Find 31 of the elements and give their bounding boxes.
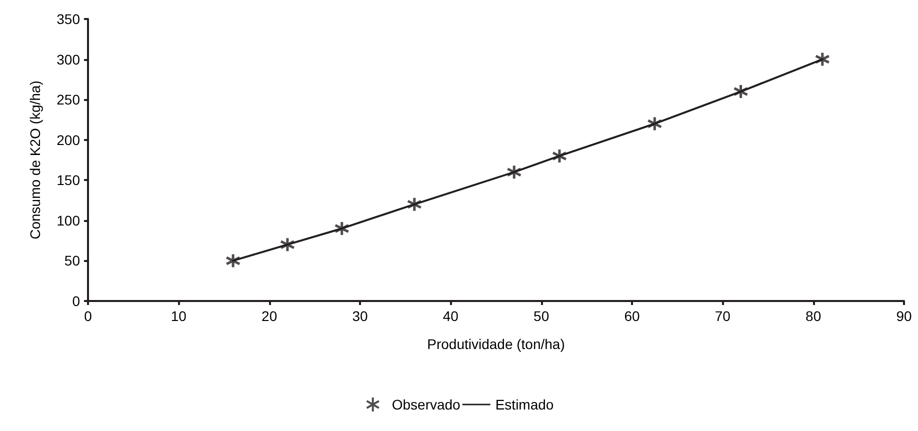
legend-label: Observado — [392, 396, 461, 412]
point — [334, 220, 350, 236]
x-tick-label: 0 — [84, 308, 92, 324]
point — [406, 196, 422, 212]
y-tick-label: 300 — [56, 51, 80, 68]
y-tick-label: 350 — [56, 11, 80, 27]
x-tick-label: 60 — [624, 308, 640, 324]
point — [280, 236, 296, 252]
x-axis-title: Produtividade (ton/ha) — [427, 336, 565, 352]
point — [646, 116, 662, 132]
x-tick-label: 40 — [442, 308, 459, 324]
point — [814, 52, 830, 68]
y-axis-title: Consumo de K2O (kg/ha) — [27, 80, 43, 240]
y-tick-label: 100 — [56, 212, 80, 228]
point — [733, 84, 749, 100]
y-tick-label: 250 — [56, 92, 80, 108]
legend-label: Estimado — [495, 396, 554, 412]
y-tick-label: 0 — [72, 293, 80, 309]
x-tick-label: 30 — [352, 308, 368, 324]
point — [552, 148, 568, 164]
point — [225, 252, 241, 268]
x-tick-label: 90 — [896, 308, 912, 324]
x-tick-label: 20 — [262, 308, 278, 324]
x-tick-label: 50 — [534, 308, 550, 324]
y-tick-label: 50 — [64, 252, 80, 269]
x-tick-label: 10 — [170, 308, 187, 324]
y-tick-label: 200 — [56, 132, 80, 148]
y-tick-label: 150 — [56, 172, 80, 188]
point — [506, 164, 522, 180]
x-tick-label: 80 — [806, 308, 822, 324]
x-tick-label: 70 — [714, 308, 731, 324]
